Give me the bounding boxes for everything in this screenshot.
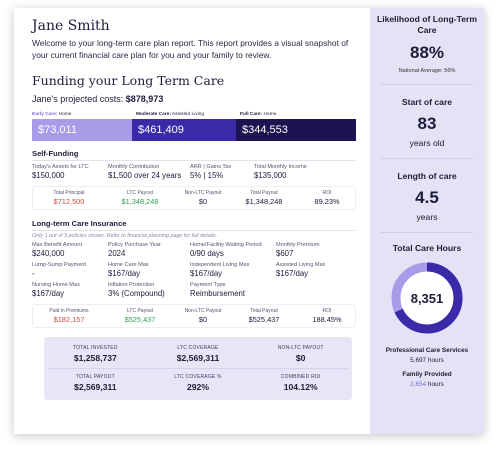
field: Home Care Max $167/day	[108, 262, 149, 278]
divider	[381, 158, 473, 159]
totals-divider	[48, 368, 348, 369]
early-care-label: Early Care: Home	[32, 112, 72, 117]
field: Total Monthly Income $135,000	[254, 164, 307, 180]
full-care-label: Full Care: Home	[240, 112, 277, 117]
welcome-text: Welcome to your long-term care plan repo…	[32, 38, 349, 60]
report-main: Jane Smith Welcome to your long-term car…	[14, 8, 370, 434]
field: Max Benefit Amount $240,000	[32, 242, 83, 258]
national-average: National Average: 56%	[398, 68, 456, 74]
insurance-title: Long-term Care Insurance	[32, 219, 356, 231]
stats-sidebar: Likelihood of Long-Term Care 88% Nationa…	[370, 8, 484, 434]
self-funding-fields: Today's Assets for LTC $150,000 Monthly C…	[32, 164, 360, 184]
total-payout: TOTAL PAYOUT $2,569,311	[74, 374, 117, 392]
summary-cell: LTC Payout $1,348,248	[121, 190, 159, 206]
professional-care-label: Professional Care Services	[385, 347, 469, 354]
professional-care-hours: 5,697 hours	[410, 357, 444, 364]
ltc-coverage-percent: LTC COVERAGE % 292%	[174, 374, 222, 392]
insurance-summary: Paid in Premiums $182,157 LTC Payout $525,…	[32, 304, 356, 328]
combined-roi: COMBINED ROI 104.12%	[280, 374, 321, 392]
total-care-hours-title: Total Care Hours	[392, 243, 462, 253]
care-hours-value: 8,351	[410, 290, 444, 306]
totals-panel: TOTAL INVESTED $1,258,737 LTC COVERAGE $2,…	[44, 337, 352, 400]
care-cost-bar: $73,011 $461,409 $344,553	[32, 119, 356, 141]
likelihood-value: 88%	[409, 43, 445, 62]
field: Inflation Protection 3% (Compound)	[108, 282, 165, 298]
ltc-coverage: LTC COVERAGE $2,569,311	[176, 345, 220, 363]
summary-cell: LTC Payout $525,437	[124, 308, 156, 324]
start-of-care-unit: years old	[409, 138, 445, 148]
summary-cell: Total Payout $525,437	[248, 308, 280, 324]
length-of-care-value: 4.5	[415, 188, 439, 207]
field: Lump-Sump Payment -	[32, 262, 87, 278]
full-care-segment: $344,553	[236, 119, 356, 141]
client-name: Jane Smith	[32, 18, 110, 34]
summary-cell: Total Principal $712,500	[53, 190, 85, 206]
field: Nursing Home Max $167/day	[32, 282, 80, 298]
projected-value: $878,973	[125, 94, 164, 104]
projected-label: Jane's projected costs:	[32, 94, 124, 104]
field: Independent Living Max $167/day	[190, 262, 250, 278]
field: ARR | Gains Tax 5% | 15%	[190, 164, 232, 180]
field: Monthly Contribution $1,500 over 24 years	[108, 164, 182, 180]
divider	[381, 84, 473, 85]
length-of-care-title: Length of care	[397, 171, 457, 181]
family-provided-hours: 2,654 hours	[410, 381, 444, 388]
total-invested: TOTAL INVESTED $1,258,737	[72, 345, 118, 363]
summary-cell: ROI 89.23%	[314, 190, 340, 206]
summary-cell: Paid in Premiums $182,157	[49, 308, 89, 324]
divider	[381, 232, 473, 233]
moderate-care-label: Moderate Care: Assisted Living	[136, 112, 204, 117]
summary-cell: Non-LTC Payout $0	[184, 308, 222, 324]
field: Home/Facility Waiting Period 0/90 days	[190, 242, 262, 258]
field: Today's Assets for LTC $150,000	[32, 164, 89, 180]
start-of-care-value: 83	[417, 114, 437, 133]
care-stage-labels: Early Care: Home Moderate Care: Assisted…	[32, 109, 360, 119]
funding-title: Funding your Long Term Care	[32, 73, 225, 88]
insurance-subtitle: Only 1 out of 3 policies shown. Refer to…	[32, 233, 218, 239]
field: Payment Type Reimbursement	[190, 282, 246, 298]
summary-cell: ROI 188.45%	[312, 308, 342, 324]
field: Policy Purchase Year 2024	[108, 242, 161, 258]
insurance-fields: Max Benefit Amount $240,000 Policy Purcha…	[32, 242, 360, 302]
summary-cell: Non-LTC Payout $0	[184, 190, 222, 206]
field: Monthly Premium $607	[276, 242, 320, 258]
ring-professional-arc	[391, 262, 463, 334]
care-hours-ring: 8,351	[390, 261, 464, 335]
ring-chart	[391, 262, 463, 334]
start-of-care-title: Start of care	[401, 97, 453, 107]
likelihood-title: Likelihood of Long-Term Care	[376, 14, 478, 35]
non-ltc-payout: NON-LTC PAYOUT $0	[277, 345, 324, 363]
summary-cell: Total Payout $1,348,248	[245, 190, 283, 206]
moderate-care-segment: $461,409	[132, 119, 236, 141]
family-provided-label: Family Provided	[402, 371, 452, 378]
field: Assisted Living Max $167/day	[276, 262, 326, 278]
length-of-care-unit: years	[416, 212, 438, 222]
early-care-segment: $73,011	[32, 119, 132, 141]
report-card: Jane Smith Welcome to your long-term car…	[14, 8, 484, 434]
self-funding-summary: Total Principal $712,500 LTC Payout $1,348…	[32, 186, 356, 210]
self-funding-title: Self-Funding	[32, 149, 356, 161]
projected-costs: Jane's projected costs: $878,973	[32, 94, 360, 104]
